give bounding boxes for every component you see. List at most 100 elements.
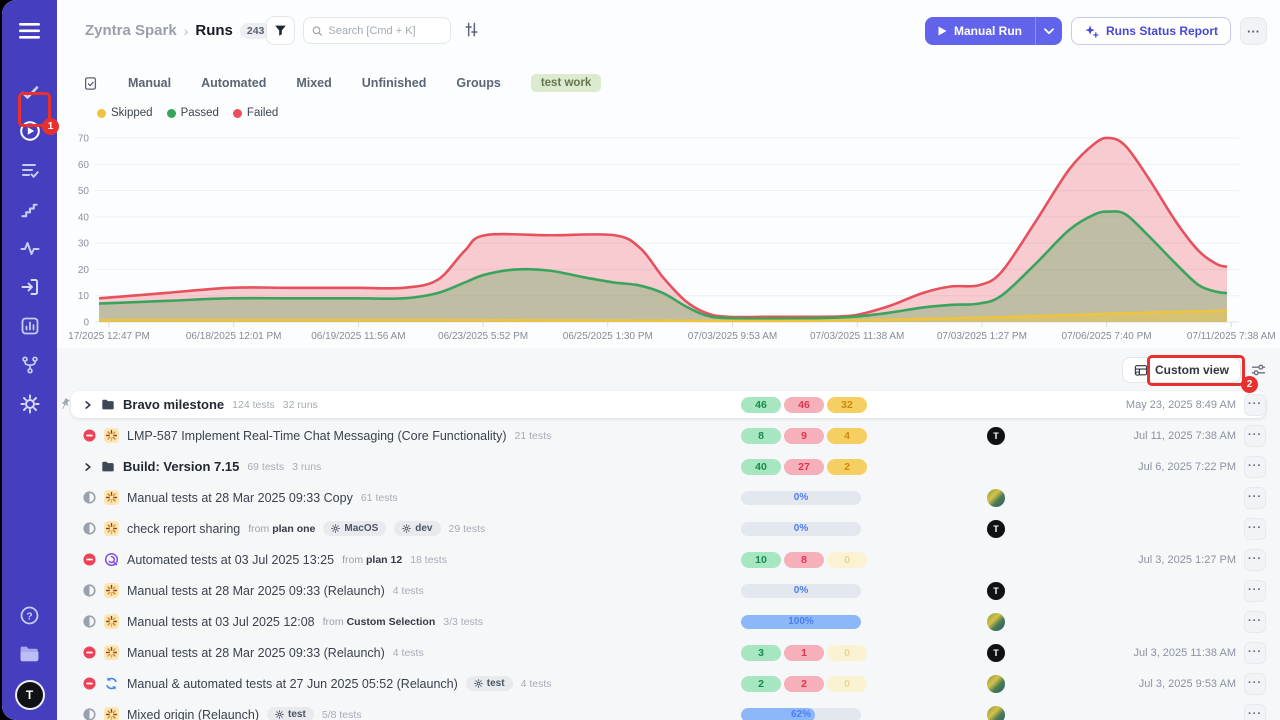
x-axis-label: 07/03/2025 9:53 AM bbox=[687, 331, 778, 342]
assignee-avatar: T bbox=[987, 643, 1005, 662]
header-more-button[interactable]: ··· bbox=[1240, 17, 1267, 45]
runs-status-report-button[interactable]: Runs Status Report bbox=[1070, 17, 1231, 45]
filter-button[interactable] bbox=[266, 16, 295, 45]
expand-chevron-icon[interactable] bbox=[83, 400, 93, 410]
svg-text:40: 40 bbox=[78, 212, 90, 223]
row-title: LMP-587 Implement Real-Time Chat Messagi… bbox=[127, 428, 507, 443]
x-axis-label: 17/2025 12:47 PM bbox=[68, 331, 150, 342]
runs-count: 3 runs bbox=[292, 460, 322, 473]
expand-chevron-icon[interactable] bbox=[83, 462, 93, 472]
row-more-button[interactable]: ··· bbox=[1244, 579, 1266, 602]
tab-automated[interactable]: Automated bbox=[201, 76, 267, 90]
checkmark-nav-icon[interactable] bbox=[13, 75, 47, 109]
row-title: Manual tests at 03 Jul 2025 12:08 bbox=[127, 614, 315, 629]
test-cases-list-icon[interactable] bbox=[13, 153, 47, 187]
projects-folder-icon[interactable] bbox=[13, 637, 47, 671]
progress-label: 100% bbox=[788, 616, 814, 627]
search-input[interactable] bbox=[328, 24, 442, 37]
list-sliders-icon[interactable] bbox=[1251, 363, 1266, 377]
versions-branch-icon[interactable] bbox=[13, 348, 47, 382]
runs-status-report-label: Runs Status Report bbox=[1105, 24, 1218, 38]
svg-text:?: ? bbox=[26, 610, 32, 622]
failed-count-pill: 27 bbox=[784, 458, 824, 475]
manual-run-icon bbox=[104, 521, 119, 536]
manual-run-icon bbox=[104, 428, 119, 443]
status-stopped-icon bbox=[83, 429, 96, 442]
run-date: Jul 11, 2025 7:38 AM bbox=[1133, 429, 1236, 442]
page-header: Zyntra Spark › Runs 243 Manual Run Runs … bbox=[57, 0, 1280, 60]
group-row[interactable]: Build: Version 7.15 69 tests 3 runs 40 27 2 Ju… bbox=[71, 453, 1266, 480]
run-row[interactable]: Automated tests at 03 Jul 2025 13:25 from… bbox=[71, 546, 1266, 573]
view-settings-sliders-icon[interactable] bbox=[463, 21, 480, 43]
skipped-dot bbox=[97, 108, 106, 118]
help-icon[interactable]: ? bbox=[13, 598, 47, 632]
row-more-button[interactable]: ··· bbox=[1244, 548, 1266, 571]
status-stopped-icon bbox=[83, 553, 96, 566]
chevron-down-icon bbox=[1044, 27, 1054, 34]
row-more-button[interactable]: ··· bbox=[1244, 610, 1266, 633]
clipboard-check-icon[interactable] bbox=[83, 76, 98, 91]
row-title: Manual tests at 28 Mar 2025 09:33 (Relau… bbox=[127, 583, 385, 598]
run-row[interactable]: Manual tests at 28 Mar 2025 09:33 (Relau… bbox=[71, 639, 1266, 666]
custom-view-button[interactable]: Custom view bbox=[1121, 357, 1241, 383]
tab-unfinished[interactable]: Unfinished bbox=[361, 76, 427, 90]
x-axis-label: 07/03/2025 11:38 AM bbox=[810, 331, 905, 342]
menu-hamburger-icon[interactable] bbox=[13, 14, 47, 48]
failed-dot bbox=[232, 108, 242, 118]
settings-gear-icon[interactable] bbox=[13, 387, 47, 421]
config-tag: test bbox=[267, 707, 314, 720]
test-work-filter-chip[interactable]: test work bbox=[530, 74, 602, 92]
progress-label: 0% bbox=[793, 492, 809, 503]
run-row[interactable]: Manual & automated tests at 27 Jun 2025 … bbox=[71, 670, 1266, 697]
tests-count: 21 tests bbox=[514, 429, 552, 442]
row-more-button[interactable]: ··· bbox=[1244, 672, 1266, 695]
assignee-avatar bbox=[987, 674, 1005, 693]
passed-count-pill: 10 bbox=[741, 551, 781, 568]
run-row[interactable]: Manual tests at 28 Mar 2025 09:33 Copy 61… bbox=[71, 484, 1266, 511]
tests-count: 29 tests bbox=[448, 522, 486, 535]
activity-pulse-icon[interactable] bbox=[13, 231, 47, 265]
breadcrumb-separator: › bbox=[183, 22, 189, 39]
tab-groups[interactable]: Groups bbox=[456, 76, 501, 90]
progress-bar: 62% bbox=[741, 707, 861, 720]
row-more-button[interactable]: ··· bbox=[1244, 393, 1266, 416]
passed-count-pill: 3 bbox=[741, 644, 781, 661]
runs-play-circle-icon[interactable] bbox=[13, 114, 47, 148]
row-more-button[interactable]: ··· bbox=[1244, 517, 1266, 540]
manual-run-split-button[interactable]: Manual Run bbox=[924, 17, 1062, 45]
row-more-button[interactable]: ··· bbox=[1244, 486, 1266, 509]
chart-legend: Skipped Passed Failed bbox=[97, 107, 278, 119]
tab-mixed[interactable]: Mixed bbox=[296, 76, 332, 90]
run-date: May 23, 2025 8:49 AM bbox=[1125, 398, 1236, 411]
run-row[interactable]: check report sharing from plan one MacOS de… bbox=[71, 515, 1266, 542]
status-in-progress-icon bbox=[83, 615, 96, 628]
legend-passed[interactable]: Passed bbox=[166, 107, 219, 119]
x-axis-label: 07/11/2025 7:38 AM bbox=[1186, 331, 1276, 342]
import-box-icon[interactable] bbox=[13, 270, 47, 304]
row-more-button[interactable]: ··· bbox=[1244, 703, 1266, 720]
runs-table: Bravo milestone 124 tests 32 runs 46 46 32 May… bbox=[57, 391, 1280, 720]
tab-manual[interactable]: Manual bbox=[128, 76, 172, 90]
legend-failed[interactable]: Failed bbox=[232, 107, 278, 119]
user-avatar[interactable]: T bbox=[16, 682, 43, 708]
run-row[interactable]: Manual tests at 28 Mar 2025 09:33 (Relau… bbox=[71, 577, 1266, 604]
runs-count: 32 runs bbox=[282, 398, 318, 411]
search-box[interactable] bbox=[303, 17, 451, 44]
legend-skipped[interactable]: Skipped bbox=[97, 107, 153, 119]
run-date: Jul 3, 2025 11:38 AM bbox=[1133, 646, 1236, 659]
group-row[interactable]: Bravo milestone 124 tests 32 runs 46 46 32 May… bbox=[61, 391, 1266, 418]
row-more-button[interactable]: ··· bbox=[1244, 424, 1266, 447]
run-row[interactable]: LMP-587 Implement Real-Time Chat Messagi… bbox=[71, 422, 1266, 449]
reports-bar-chart-icon[interactable] bbox=[13, 309, 47, 343]
passed-dot bbox=[166, 108, 176, 118]
manual-run-dropdown[interactable] bbox=[1034, 17, 1062, 45]
svg-text:50: 50 bbox=[78, 186, 90, 197]
assignee-avatar bbox=[987, 488, 1005, 507]
row-more-button[interactable]: ··· bbox=[1244, 455, 1266, 478]
run-row[interactable]: Manual tests at 03 Jul 2025 12:08 from Cu… bbox=[71, 608, 1266, 635]
milestones-steps-icon[interactable] bbox=[13, 192, 47, 226]
run-row[interactable]: Mixed origin (Relaunch) test 5/8 tests 62% ·… bbox=[71, 701, 1266, 720]
row-more-button[interactable]: ··· bbox=[1244, 641, 1266, 664]
breadcrumb-project[interactable]: Zyntra Spark bbox=[85, 22, 177, 39]
